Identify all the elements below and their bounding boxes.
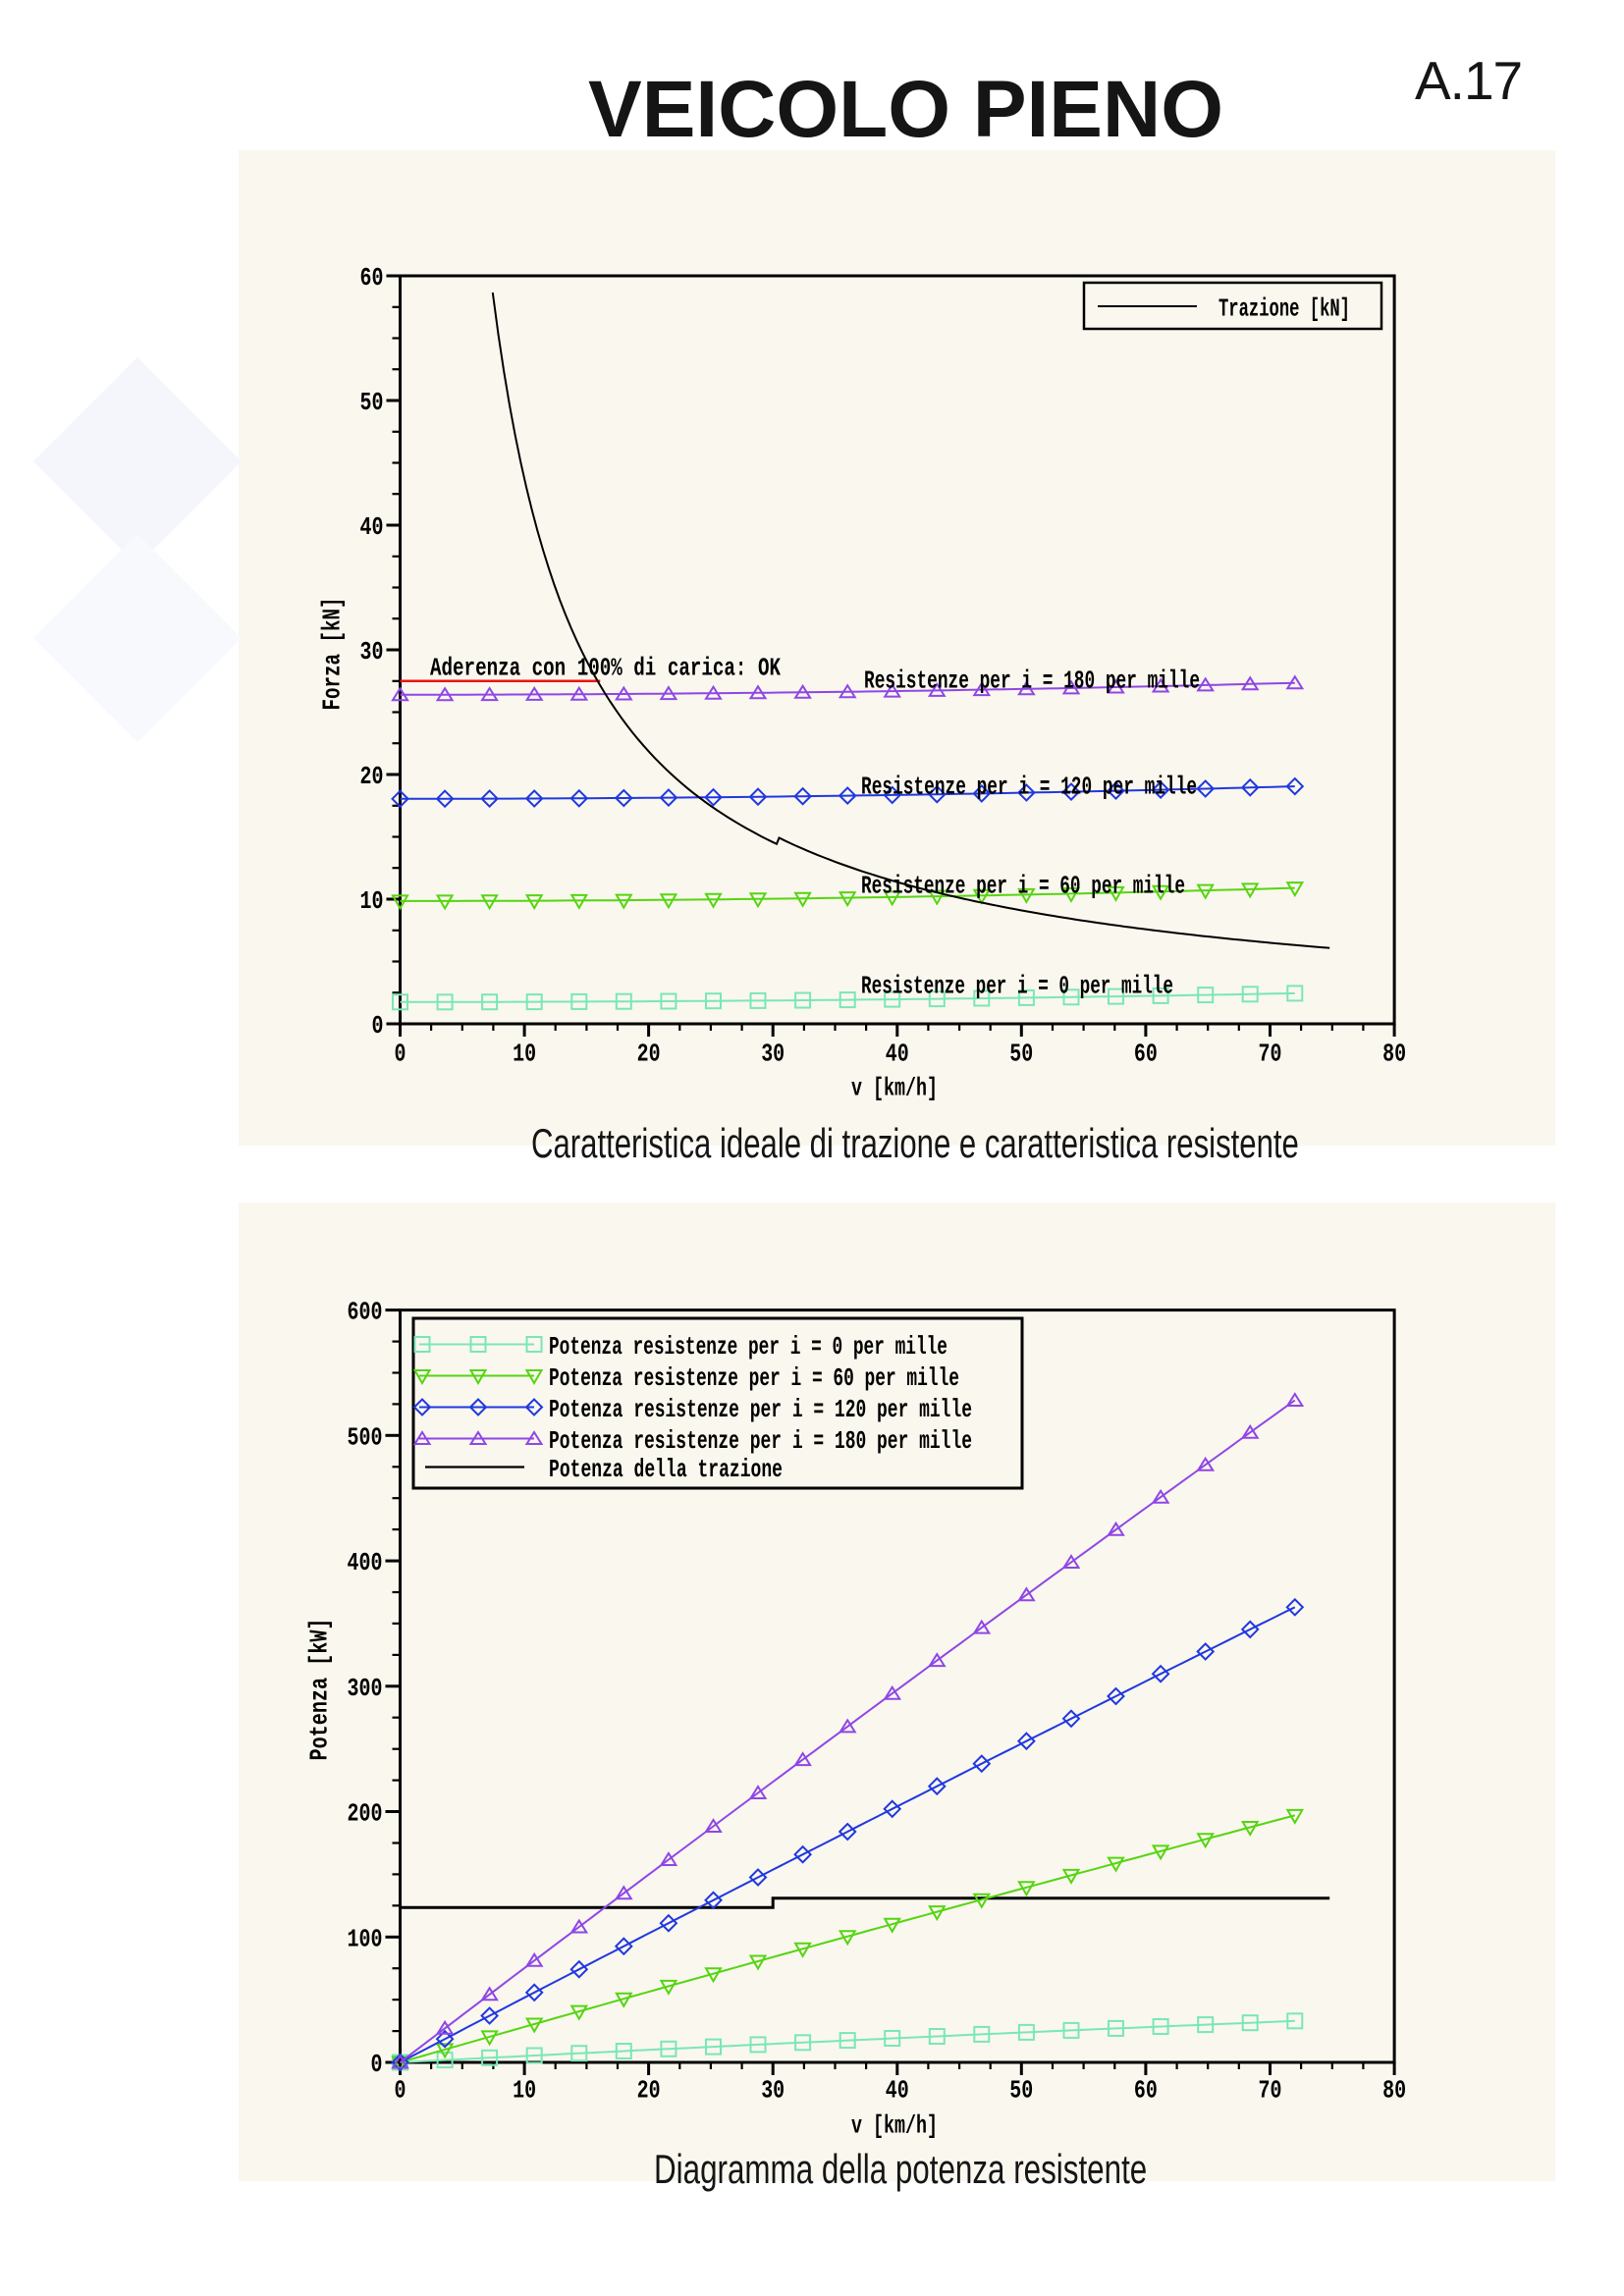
svg-text:Potenza resistenze per i = 180: Potenza resistenze per i = 180 per mille	[549, 1426, 972, 1456]
svg-text:40: 40	[360, 512, 384, 542]
svg-text:30: 30	[360, 637, 384, 667]
svg-text:600: 600	[348, 1298, 383, 1327]
svg-text:10: 10	[513, 2076, 536, 2106]
svg-text:Resistenze per i = 60 per mill: Resistenze per i = 60 per mille	[861, 872, 1185, 901]
svg-text:v [km/h]: v [km/h]	[851, 1074, 938, 1103]
svg-text:60: 60	[1134, 1040, 1158, 1069]
svg-text:80: 80	[1382, 1040, 1406, 1069]
svg-text:500: 500	[348, 1422, 383, 1452]
svg-text:50: 50	[1009, 2076, 1033, 2106]
svg-text:0: 0	[371, 2050, 383, 2079]
svg-text:30: 30	[761, 1040, 785, 1069]
svg-text:60: 60	[360, 263, 384, 293]
svg-text:30: 30	[761, 2076, 785, 2106]
svg-text:0: 0	[395, 1040, 406, 1069]
svg-text:Forza [kN]: Forza [kN]	[318, 598, 348, 711]
svg-text:300: 300	[348, 1674, 383, 1703]
svg-text:40: 40	[886, 1040, 909, 1069]
svg-text:50: 50	[1009, 1040, 1033, 1069]
svg-text:Potenza [kW]: Potenza [kW]	[305, 1619, 335, 1761]
svg-text:100: 100	[348, 1924, 383, 1953]
svg-text:20: 20	[637, 2076, 661, 2106]
svg-text:80: 80	[1382, 2076, 1406, 2106]
svg-text:0: 0	[395, 2076, 406, 2106]
svg-text:Trazione [kN]: Trazione [kN]	[1218, 294, 1350, 324]
svg-text:400: 400	[348, 1548, 383, 1577]
svg-text:60: 60	[1134, 2076, 1158, 2106]
svg-text:Resistenze per i = 180 per mil: Resistenze per i = 180 per mille	[864, 667, 1200, 696]
svg-text:Potenza resistenze per i = 0 p: Potenza resistenze per i = 0 per mille	[549, 1332, 947, 1362]
svg-text:50: 50	[360, 388, 384, 417]
svg-text:40: 40	[886, 2076, 909, 2106]
svg-text:Potenza resistenze per i = 60: Potenza resistenze per i = 60 per mille	[549, 1363, 959, 1393]
svg-text:Aderenza con 100% di carica: O: Aderenza con 100% di carica: OK	[430, 654, 781, 683]
svg-text:20: 20	[360, 762, 384, 791]
svg-text:v [km/h]: v [km/h]	[851, 2111, 938, 2141]
svg-text:Resistenze per i = 120 per mil: Resistenze per i = 120 per mille	[861, 773, 1197, 802]
svg-text:200: 200	[348, 1799, 383, 1829]
svg-text:20: 20	[637, 1040, 661, 1069]
svg-text:Potenza resistenze per i = 120: Potenza resistenze per i = 120 per mille	[549, 1395, 972, 1424]
svg-text:Potenza della trazione: Potenza della trazione	[549, 1455, 783, 1484]
svg-text:70: 70	[1259, 2076, 1282, 2106]
svg-text:0: 0	[372, 1011, 384, 1041]
svg-text:70: 70	[1259, 1040, 1282, 1069]
svg-text:10: 10	[360, 886, 384, 916]
svg-text:Resistenze per i = 0 per mille: Resistenze per i = 0 per mille	[861, 972, 1173, 1001]
svg-text:10: 10	[513, 1040, 536, 1069]
